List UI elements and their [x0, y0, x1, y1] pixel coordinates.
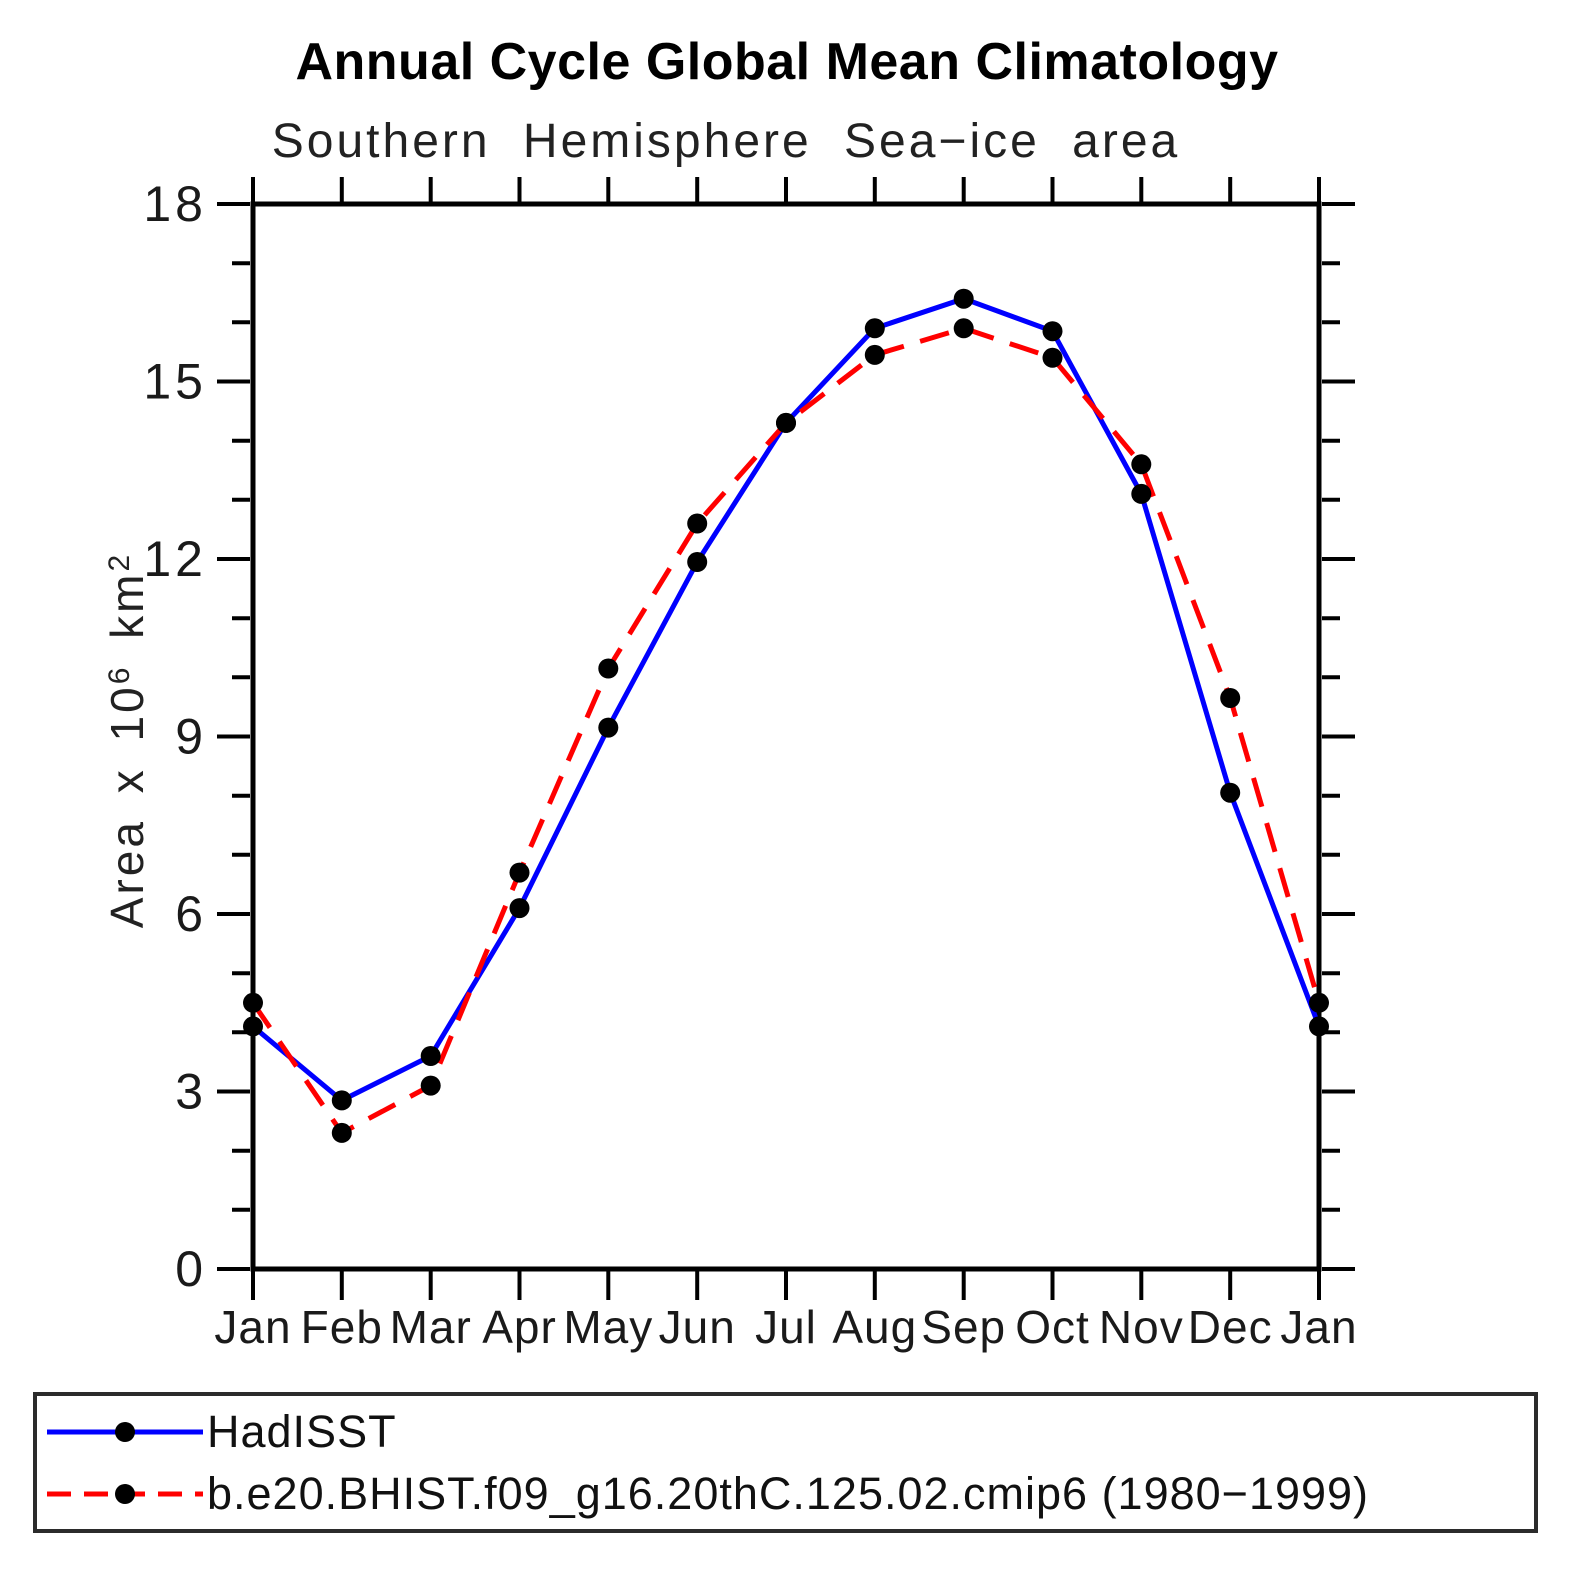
- hadisst-data-point: [243, 1016, 263, 1037]
- hadisst-data-point: [1042, 321, 1063, 342]
- model-data-point: [776, 412, 796, 433]
- x-tick-label: Sep: [921, 1301, 1006, 1353]
- y-tick-label: 9: [175, 709, 207, 765]
- hadisst-legend-marker: [115, 1422, 135, 1442]
- x-tick-label: Apr: [482, 1301, 557, 1353]
- model-legend-marker: [115, 1484, 135, 1504]
- model-data-point: [420, 1075, 441, 1096]
- x-tick-label: Feb: [301, 1301, 383, 1353]
- y-tick-label: 0: [175, 1241, 207, 1297]
- x-tick-label: Oct: [1015, 1301, 1090, 1353]
- y-tick-label: 6: [175, 886, 207, 942]
- x-tick-label: Aug: [832, 1301, 917, 1353]
- chart-title: Annual Cycle Global Mean Climatology: [295, 33, 1279, 91]
- chart-subtitle: Southern Hemisphere Sea−ice area: [271, 115, 1181, 168]
- model-data-point: [243, 992, 263, 1013]
- hadisst-data-point: [1131, 483, 1152, 504]
- x-tick-label: Nov: [1099, 1301, 1184, 1353]
- hadisst-data-point: [953, 288, 974, 309]
- hadisst-data-point: [687, 552, 708, 572]
- legend-item-hadisst: HadISST: [45, 1406, 397, 1458]
- x-tick-label: Jun: [659, 1301, 736, 1353]
- legend-item-model: b.e20.BHIST.f09_g16.20thC.125.02.cmip6 (…: [45, 1468, 1369, 1520]
- y-tick-label: 3: [175, 1064, 207, 1120]
- model-legend-swatch: [47, 1484, 203, 1504]
- model-data-point: [1220, 688, 1241, 708]
- model-data-point: [687, 513, 708, 534]
- legend-box: HadISST b.e20.BHIST.f09_g16.20thC.125.02…: [33, 1392, 1538, 1533]
- model-data-point: [598, 658, 619, 679]
- hadisst-data-point: [864, 318, 885, 339]
- x-tick-label: Mar: [390, 1301, 472, 1353]
- model-line: [250, 325, 1322, 1137]
- hadisst-data-point: [1309, 1016, 1329, 1037]
- y-tick-label: 12: [143, 531, 207, 587]
- hadisst-legend-swatch: [47, 1422, 203, 1442]
- model-data-point: [331, 1122, 352, 1143]
- x-tick-label: Dec: [1188, 1301, 1273, 1353]
- model-data-point: [1042, 347, 1063, 368]
- model-data-point: [864, 344, 885, 365]
- hadisst-data-point: [420, 1046, 441, 1066]
- model-legend-label: b.e20.BHIST.f09_g16.20thC.125.02.cmip6 (…: [207, 1468, 1370, 1519]
- hadisst-data-point: [1220, 782, 1241, 803]
- model-data-point: [953, 318, 974, 339]
- y-tick-label: 18: [143, 176, 207, 232]
- x-tick-label: May: [563, 1301, 653, 1353]
- plot-frame: [250, 201, 1322, 1272]
- model-data-point: [1131, 454, 1152, 475]
- hadisst-data-point: [509, 898, 530, 919]
- hadisst-data-point: [598, 717, 619, 738]
- model-data-point: [509, 862, 530, 883]
- x-tick-label: Jul: [755, 1301, 817, 1353]
- y-tick-label: 15: [143, 354, 207, 410]
- hadisst-legend-label: HadISST: [207, 1406, 397, 1457]
- x-tick-label: Jan: [1280, 1301, 1357, 1353]
- hadisst-data-point: [331, 1090, 352, 1111]
- model-data-point: [1309, 992, 1329, 1013]
- x-tick-label: Jan: [214, 1301, 291, 1353]
